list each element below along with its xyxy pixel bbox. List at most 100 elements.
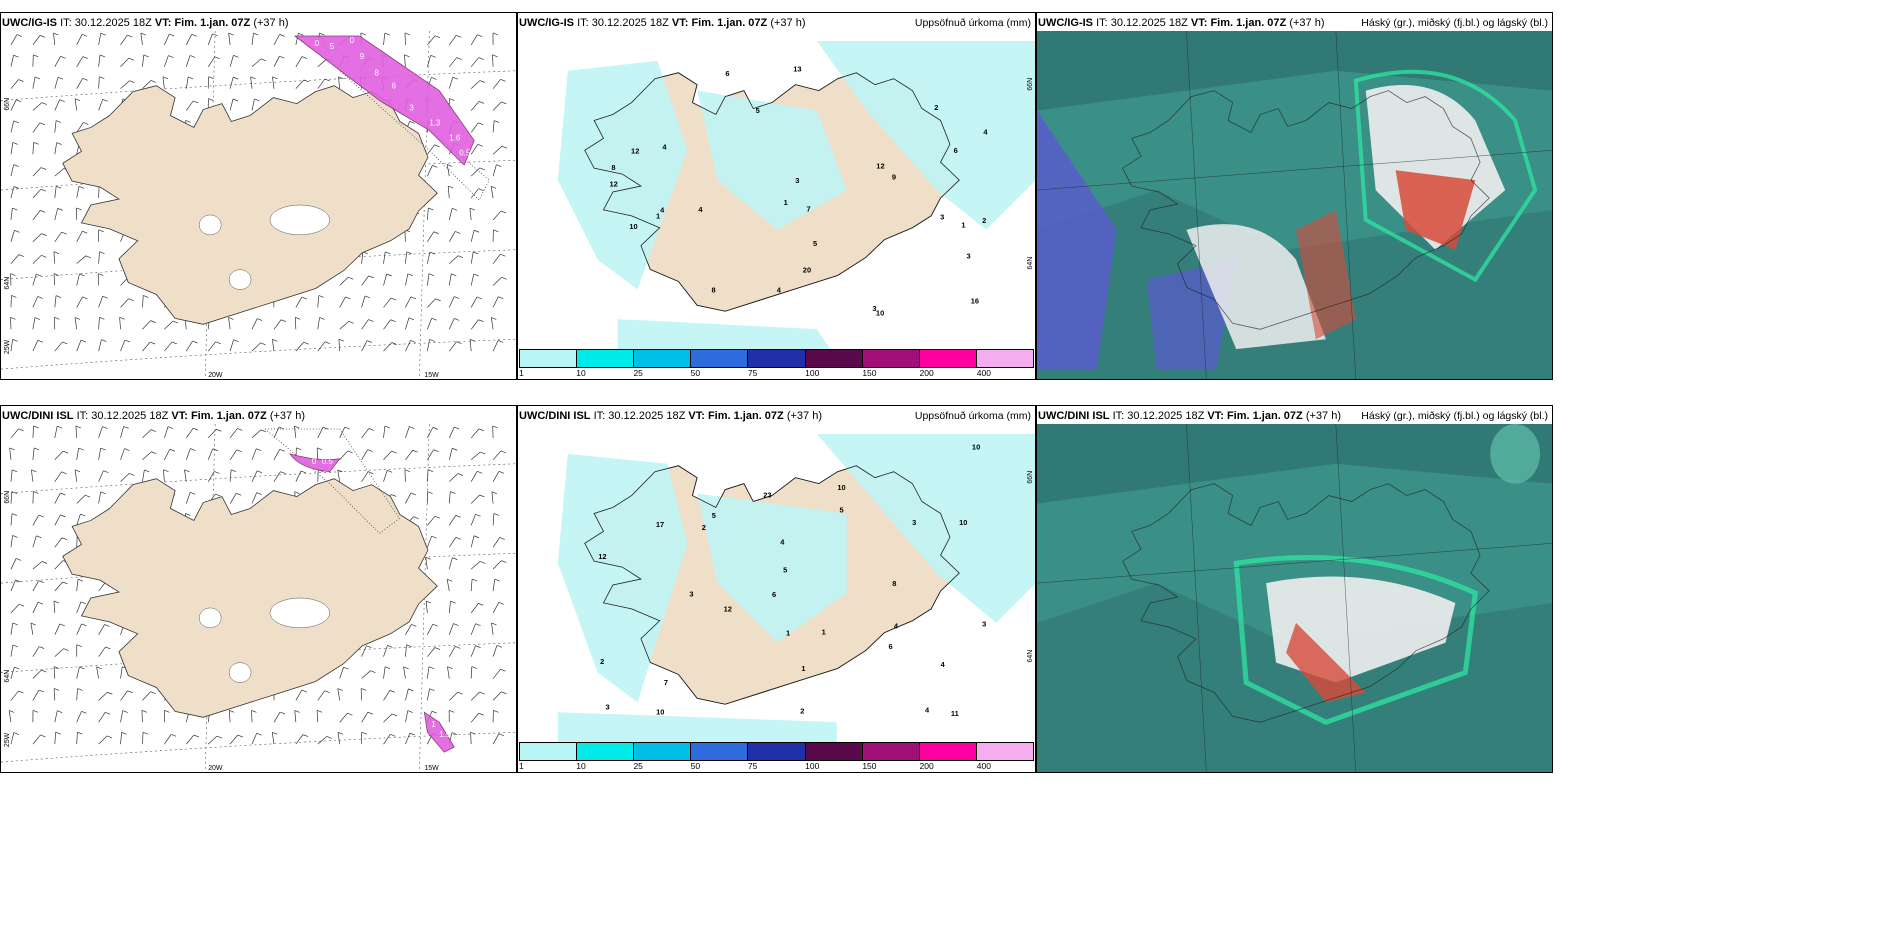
wind-barb	[30, 622, 34, 635]
wind-barb	[54, 426, 58, 438]
wind-barb-flag	[61, 471, 67, 475]
wind-barb-flag	[33, 54, 39, 58]
wind-barb-flag	[500, 668, 506, 672]
wind-barb	[427, 647, 436, 657]
wind-barb-flag	[409, 120, 415, 124]
wind-barb-flag	[368, 471, 374, 475]
wind-barb-flag	[434, 515, 441, 519]
wind-barb	[338, 76, 341, 89]
wind-barb-flag	[129, 473, 135, 476]
wind-barb	[448, 623, 454, 635]
wind-barb	[98, 339, 102, 352]
wind-barb	[427, 536, 432, 548]
wind-barb-flag	[479, 167, 485, 171]
wind-barb-flag	[347, 712, 353, 716]
lon-label: 15W	[424, 765, 439, 772]
colorbar-swatch	[691, 743, 749, 760]
wind-barb	[339, 276, 349, 286]
wind-barb	[164, 426, 169, 439]
wind-barb	[207, 448, 214, 460]
wind-barb	[425, 601, 428, 613]
colorbar-swatch	[919, 743, 977, 760]
precip-map: 66N 64N 4 11 4 2 8 6 12 5 4 3 23 17 10 10 4 6 5 7 3 10 1 5 12 10 2…	[518, 424, 1035, 742]
wind-barb	[54, 168, 65, 177]
wind-barb	[361, 295, 366, 308]
clear-area	[1186, 224, 1326, 350]
colorbar-tick: 200	[919, 368, 934, 378]
wind-barb	[272, 76, 275, 89]
wind-barb	[470, 514, 476, 526]
wind-barb	[32, 255, 42, 264]
wind-barb-flag	[280, 319, 287, 323]
lat-label: 66N	[4, 98, 11, 111]
precip-value: 6	[772, 590, 776, 599]
mid-cloud-red	[1395, 170, 1476, 250]
wind-barb-flag	[9, 710, 15, 713]
panel-title: Uppsöfnuð úrkoma (mm)	[914, 17, 1031, 29]
wind-barb-flag	[478, 101, 485, 104]
wind-barb	[361, 471, 369, 482]
wind-barb-flag	[102, 426, 108, 429]
cloud-edge	[1353, 69, 1538, 283]
wind-barb	[164, 320, 174, 330]
precip-area	[816, 433, 1035, 623]
wind-barb	[470, 428, 480, 439]
precip-value: 12	[631, 146, 639, 155]
wind-barb	[273, 34, 280, 46]
colorbar-swatch	[748, 350, 806, 367]
wind-barb-flag	[81, 33, 88, 37]
wind-barb	[316, 447, 319, 460]
wind-barb	[98, 33, 102, 45]
precip-value: 10	[959, 518, 967, 527]
mid-cloud-red	[1286, 622, 1366, 703]
wind-barb	[229, 428, 238, 439]
wind-barb-flag	[360, 32, 366, 36]
wind-barb	[295, 33, 299, 45]
wind-barb-flag	[427, 491, 433, 494]
snow-value: 6	[391, 82, 396, 91]
wind-barb	[76, 711, 82, 723]
wind-barb	[383, 450, 392, 461]
wind-barb-flag	[30, 622, 36, 626]
wind-barb	[361, 670, 371, 679]
wind-barb-flag	[12, 644, 18, 648]
wind-barb	[427, 298, 436, 308]
precip-value: 10	[837, 483, 845, 492]
wind-barb-flag	[41, 233, 47, 236]
wind-barb	[470, 645, 476, 657]
wind-barb-flag	[474, 229, 480, 233]
colorbar-tick: 400	[976, 761, 991, 771]
wind-barb	[449, 473, 459, 482]
colorbar-swatch	[520, 743, 578, 760]
wind-barb	[405, 624, 412, 635]
wind-barb-flag	[78, 447, 84, 451]
wind-barb	[427, 688, 430, 701]
wind-barb-flag	[367, 449, 373, 452]
precip-value: 17	[656, 520, 664, 529]
lon-label: 20W	[208, 765, 223, 772]
wind-barb	[54, 560, 64, 570]
precip-value: 1	[786, 629, 790, 638]
wind-barb	[32, 425, 35, 438]
lat-label: 66N	[1027, 78, 1034, 91]
wind-barb-flag	[426, 600, 432, 604]
wind-barb-flag	[337, 688, 343, 691]
wind-barb-flag	[185, 120, 191, 123]
wind-barb	[470, 451, 481, 461]
lon-label: 15W	[424, 372, 439, 379]
wind-barb	[470, 230, 475, 242]
precip-value: 3	[795, 176, 799, 185]
wind-barb-flag	[39, 646, 45, 649]
wind-barb-flag	[150, 320, 156, 323]
wind-barb-flag	[172, 320, 179, 324]
lat-label: 64N	[1027, 650, 1034, 663]
wind-barb-flag	[272, 76, 278, 80]
wind-barb	[98, 692, 108, 701]
wind-barb-flag	[99, 251, 105, 255]
wind-barb	[120, 666, 123, 679]
wind-barb	[54, 295, 57, 308]
wind-barb	[76, 122, 84, 133]
wind-barb	[273, 55, 280, 67]
panel-title: Uppsöfnuð úrkoma (mm)	[914, 410, 1031, 422]
graticule-line	[1, 642, 516, 673]
